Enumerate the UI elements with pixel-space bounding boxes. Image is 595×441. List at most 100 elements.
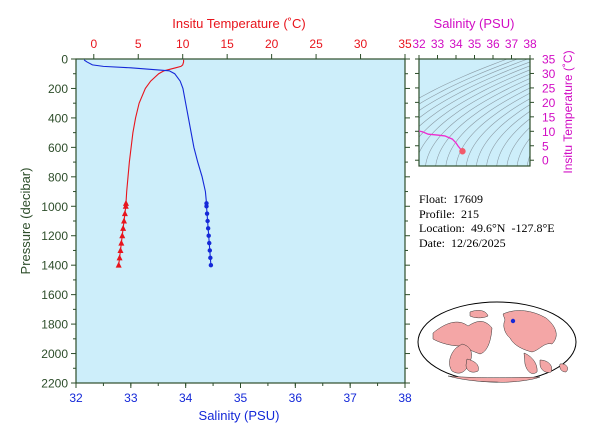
temperature-point — [121, 217, 128, 224]
ts-temperature-tick-label: 30 — [542, 67, 556, 81]
pressure-tick-label: 1600 — [41, 288, 68, 302]
temperature-point — [121, 210, 128, 217]
float-row: Float: 17609 — [419, 192, 555, 207]
density-contour — [425, 78, 530, 166]
location-value: 49.6°N -127.8°E — [470, 221, 555, 235]
profile-row: Profile: 215 — [419, 207, 555, 222]
ts-temperature-tick-label: 15 — [542, 110, 556, 124]
profile-bottom-axis-title: Salinity (PSU) — [199, 408, 280, 423]
salinity-tick-label: 38 — [398, 391, 412, 405]
density-contour — [419, 65, 530, 127]
density-contour — [419, 73, 530, 154]
salinity-point — [207, 248, 212, 253]
temperature-point — [119, 232, 126, 239]
date-row: Date: 12/26/2025 — [419, 236, 555, 251]
float-label: Float: — [419, 192, 448, 206]
salinity-point — [206, 233, 211, 238]
pressure-tick-label: 200 — [48, 82, 68, 96]
ts-salinity-tick-label: 38 — [523, 37, 537, 51]
ts-temperature-tick-label: 20 — [542, 96, 556, 110]
density-contour — [419, 59, 529, 111]
float-info-panel: Float: 17609 Profile: 215 Location: 49.6… — [419, 192, 555, 250]
temperature-tick-label: 10 — [176, 37, 190, 51]
density-contour — [419, 69, 530, 138]
ts-temperature-tick-label: 35 — [542, 53, 556, 67]
profile-plot-background — [75, 58, 406, 384]
pressure-tick-label: 2000 — [41, 347, 68, 361]
pressure-tick-label: 1200 — [41, 229, 68, 243]
temperature-tick-label: 20 — [265, 37, 279, 51]
location-row: Location: 49.6°N -127.8°E — [419, 221, 555, 236]
salinity-tick-label: 35 — [234, 391, 248, 405]
salinity-point — [204, 211, 210, 216]
pressure-tick-label: 0 — [61, 53, 68, 67]
profile-chart: 0 200 400 600 800 1000 1200 1400 1600 1800 2000 220… — [18, 16, 412, 423]
ts-salinity-tick-label: 35 — [468, 37, 482, 51]
date-value: 12/26/2025 — [451, 235, 506, 250]
density-contour — [445, 87, 530, 166]
salinity-point — [208, 262, 214, 268]
density-contour — [516, 137, 530, 166]
density-contour — [496, 118, 530, 166]
pressure-tick-label: 1800 — [41, 318, 68, 332]
density-contour — [465, 98, 530, 166]
pressure-tick-label: 600 — [48, 141, 68, 155]
density-contour — [419, 61, 530, 119]
temperature-tick-label: 30 — [354, 37, 368, 51]
pressure-tick-label: 1400 — [41, 259, 68, 273]
density-contour — [506, 126, 530, 166]
salinity-tick-label: 34 — [179, 391, 193, 405]
temperature-tick-label: 35 — [398, 37, 412, 51]
pressure-tick-label: 800 — [48, 170, 68, 184]
ts-salinity-tick-label: 32 — [412, 37, 426, 51]
ts-highlight-point — [459, 148, 466, 155]
temperature-point — [122, 199, 129, 206]
density-contour — [476, 104, 530, 166]
temperature-point — [122, 202, 129, 209]
temperature-tick-label: 5 — [135, 37, 142, 51]
salinity-point — [205, 226, 211, 231]
salinity-tick-label: 37 — [343, 391, 357, 405]
world-map-icon — [432, 310, 568, 383]
profile-label: Profile: — [419, 206, 455, 221]
salinity-point — [207, 240, 212, 246]
salinity-tick-label: 36 — [289, 391, 303, 405]
float-value: 17609 — [453, 192, 484, 206]
ts-temperature-tick-label: 25 — [542, 81, 556, 95]
date-label: Date: — [419, 235, 445, 250]
ts-salinity-tick-label: 36 — [486, 37, 500, 51]
pressure-tick-label: 400 — [48, 111, 68, 125]
temperature-point — [115, 261, 122, 268]
salinity-tick-label: 32 — [69, 391, 83, 405]
salinity-point — [208, 255, 213, 261]
temperature-point — [118, 239, 125, 246]
salinity-point — [204, 204, 209, 209]
temperature-point — [117, 246, 124, 253]
profile-y-axis-title: Pressure (decibar) — [18, 168, 33, 275]
density-contour — [435, 82, 530, 166]
profile-top-axis-title: Insitu Temperature (˚C) — [172, 16, 305, 31]
pressure-tick-label: 1000 — [41, 200, 68, 214]
density-contour — [455, 92, 530, 166]
temperature-tick-label: 15 — [220, 37, 234, 51]
density-contour — [419, 59, 509, 99]
ts-plot-background — [419, 59, 530, 166]
ts-title: Salinity (PSU) — [434, 16, 515, 31]
temperature-tick-label: 25 — [309, 37, 323, 51]
float-location-marker — [510, 318, 516, 324]
temperature-point — [120, 224, 127, 231]
profile-value: 215 — [461, 206, 479, 221]
ts-salinity-tick-label: 37 — [505, 37, 519, 51]
density-contour — [419, 59, 519, 105]
ts-temperature-tick-label: 0 — [542, 154, 549, 168]
ts-temperature-tick-label: 5 — [542, 139, 549, 153]
pressure-tick-label: 2200 — [41, 377, 68, 391]
ts-temperature-tick-label: 10 — [542, 125, 556, 139]
world-map — [417, 301, 577, 383]
location-label: Location: — [419, 221, 465, 235]
ts-curve — [419, 130, 463, 152]
ts-y-axis-title: Insitu Temperature (˚C) — [561, 50, 575, 173]
salinity-tick-label: 33 — [124, 391, 138, 405]
